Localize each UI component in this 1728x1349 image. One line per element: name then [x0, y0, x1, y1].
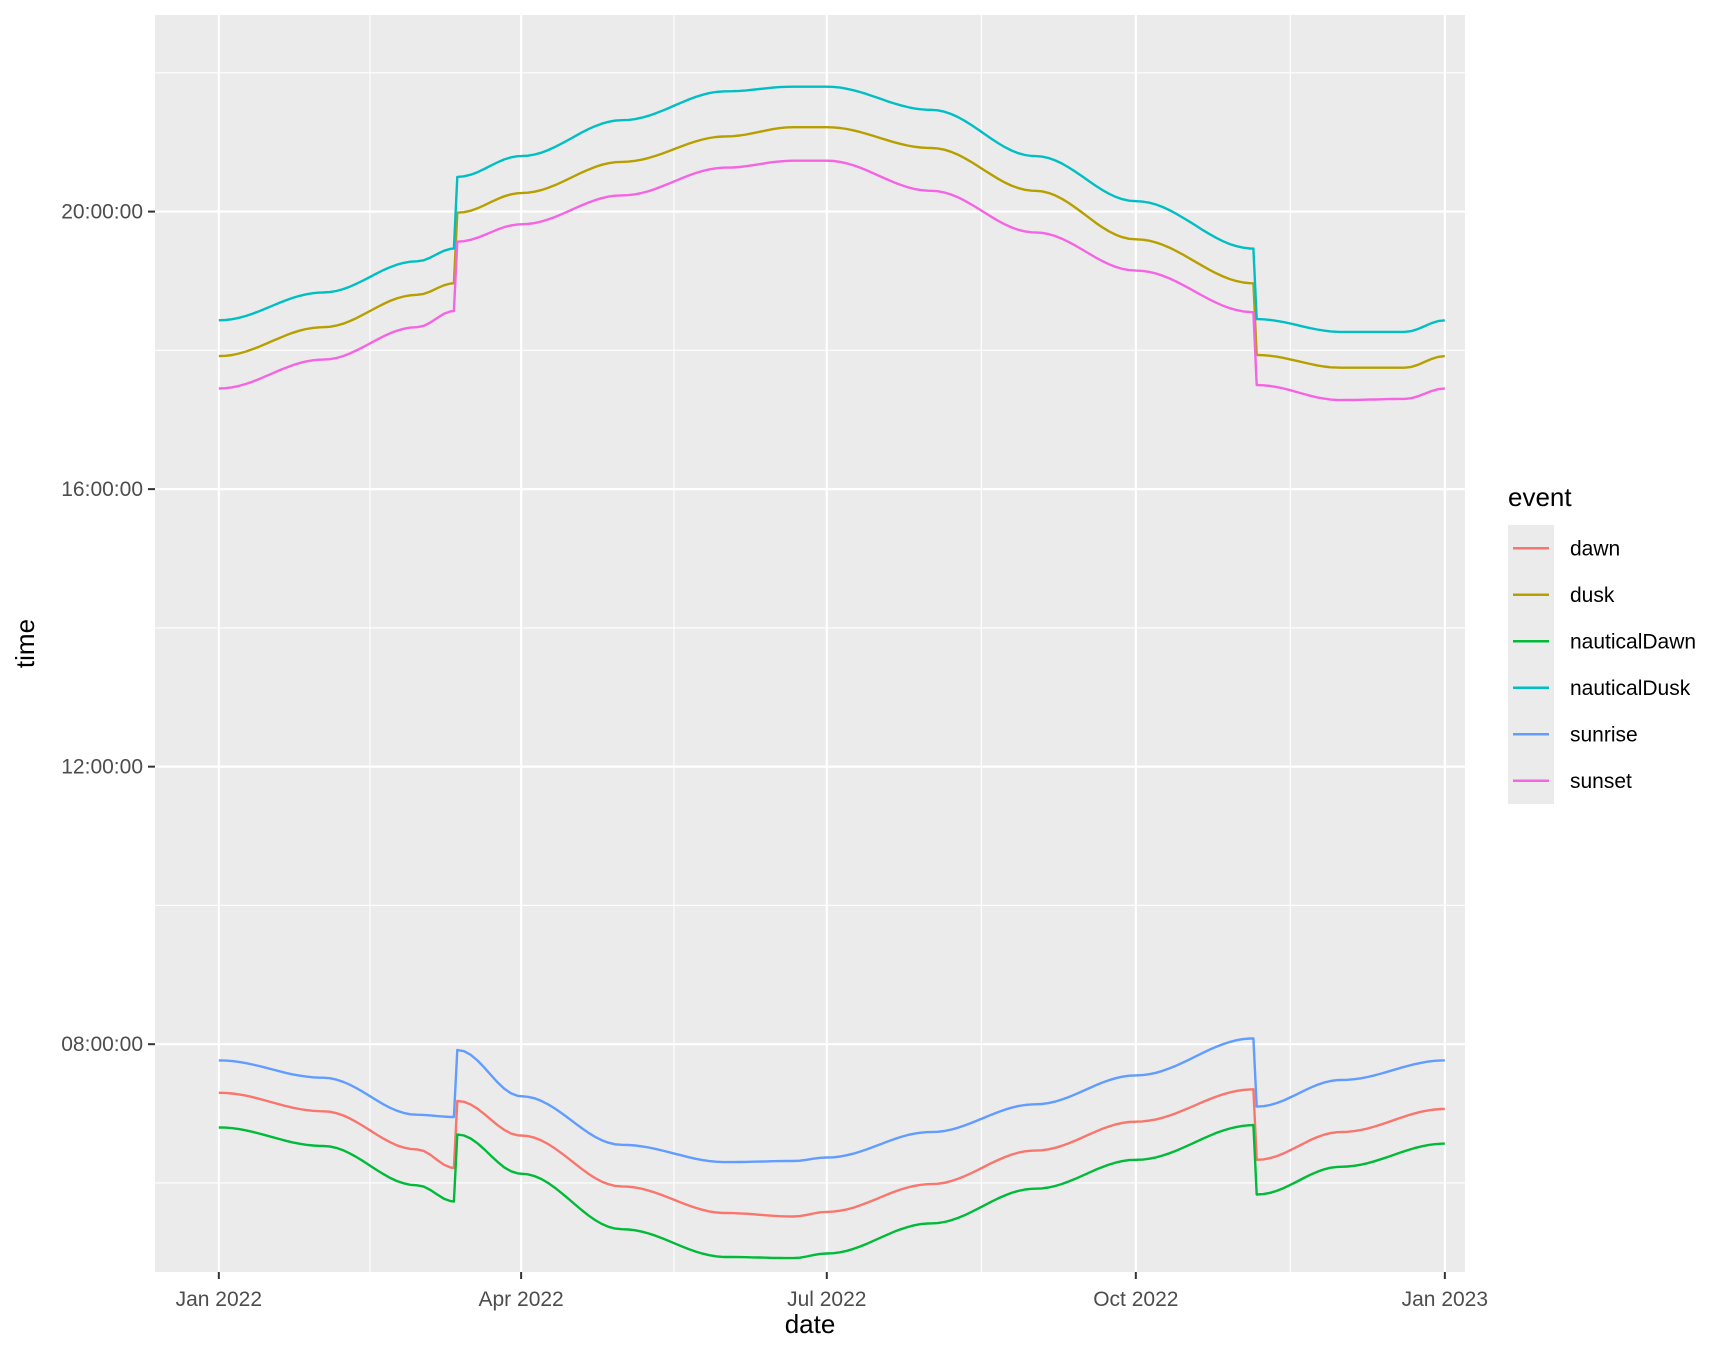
x-tick-label: Jul 2022	[787, 1288, 866, 1311]
legend-label-sunset: sunset	[1570, 770, 1632, 793]
legend-item-dusk: dusk	[1513, 584, 1615, 607]
series-line-dusk	[218, 126, 1445, 369]
legend-label-dawn: dawn	[1570, 537, 1620, 560]
legend-label-nauticalDusk: nauticalDusk	[1570, 677, 1691, 700]
legend: event dawn dusk nauticalDawn nauticalDusk su…	[1508, 482, 1696, 804]
series-line-nauticalDawn	[218, 1123, 1445, 1260]
x-axis: Jan 2022 Apr 2022 Jul 2022 Oct 2022 Jan 2023	[176, 1272, 1488, 1311]
legend-label-dusk: dusk	[1570, 584, 1615, 607]
legend-label-sunrise: sunrise	[1570, 723, 1638, 746]
y-tick-label: 12:00:00	[61, 756, 143, 779]
legend-item-dawn: dawn	[1513, 537, 1620, 560]
y-tick-label: 20:00:00	[61, 201, 143, 224]
legend-items: dawn dusk nauticalDawn nauticalDusk sunrise s…	[1513, 537, 1696, 793]
y-tick-label: 16:00:00	[61, 478, 143, 501]
series-line-sunset	[218, 159, 1445, 402]
series-layer	[218, 85, 1445, 1260]
x-tick-label: Apr 2022	[479, 1288, 564, 1311]
x-tick-label: Jan 2022	[176, 1288, 262, 1311]
legend-label-nauticalDawn: nauticalDawn	[1570, 630, 1696, 653]
y-axis-title: time	[10, 619, 40, 668]
legend-item-sunrise: sunrise	[1513, 723, 1638, 746]
y-axis: 08:00:00 12:00:00 16:00:00 20:00:00	[61, 201, 155, 1056]
legend-item-nauticalDusk: nauticalDusk	[1513, 677, 1691, 700]
y-tick-label: 08:00:00	[61, 1033, 143, 1056]
x-tick-label: Jan 2023	[1402, 1288, 1488, 1311]
x-axis-title: date	[785, 1309, 836, 1339]
plot-panel	[155, 15, 1465, 1272]
series-line-dawn	[218, 1088, 1445, 1218]
legend-item-sunset: sunset	[1513, 770, 1632, 793]
series-line-nauticalDusk	[218, 85, 1445, 334]
grid-minor	[155, 15, 1465, 1272]
legend-title: event	[1508, 482, 1572, 512]
x-tick-label: Oct 2022	[1093, 1288, 1178, 1311]
legend-item-nauticalDawn: nauticalDawn	[1513, 630, 1696, 653]
legend-keys-background	[1508, 525, 1554, 804]
series-line-sunrise	[218, 1037, 1445, 1164]
